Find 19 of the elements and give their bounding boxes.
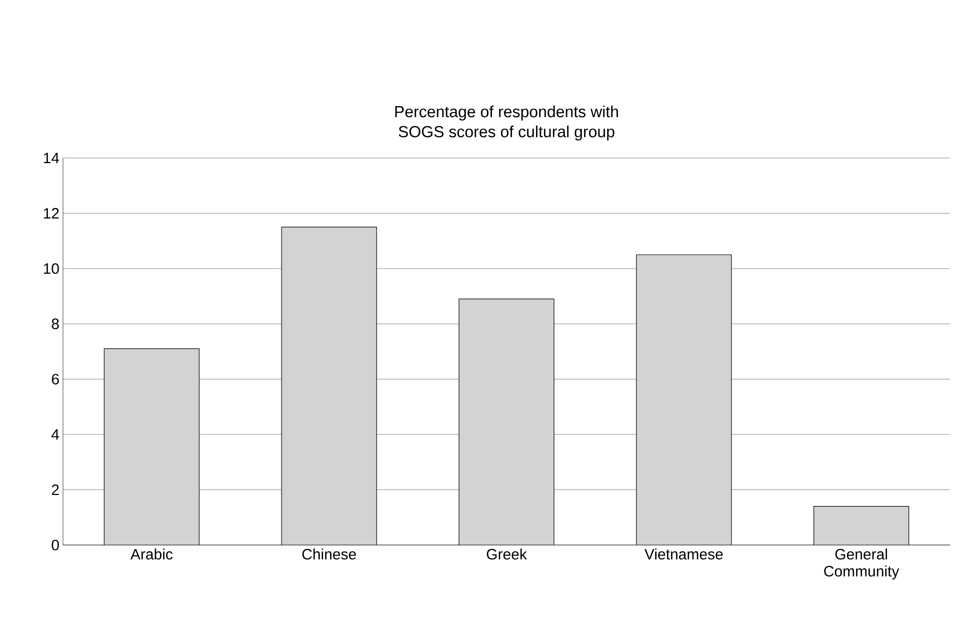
bar bbox=[282, 227, 377, 545]
y-tick-label: 8 bbox=[52, 318, 59, 330]
y-tick-label: 14 bbox=[44, 152, 60, 164]
chart-title: Percentage of respondents with SOGS scores of cultural group bbox=[395, 106, 618, 141]
x-tick-label: General Community bbox=[824, 548, 900, 580]
y-tick-label: 10 bbox=[44, 263, 59, 274]
y-tick-label: 6 bbox=[52, 374, 59, 384]
x-tick-label: Chinese bbox=[302, 548, 356, 560]
x-tick-label: Vietnamese bbox=[644, 548, 723, 560]
bar bbox=[459, 298, 554, 545]
bar bbox=[104, 348, 200, 545]
y-tick-label: 12 bbox=[44, 208, 59, 219]
bar bbox=[636, 254, 732, 545]
y-tick-label: 4 bbox=[51, 429, 60, 440]
bar bbox=[814, 506, 910, 545]
x-tick-label: Arabic bbox=[130, 548, 173, 560]
y-tick-label: 2 bbox=[52, 484, 59, 495]
y-tick-label: 0 bbox=[52, 540, 59, 550]
x-tick-label: Greek bbox=[486, 548, 527, 560]
